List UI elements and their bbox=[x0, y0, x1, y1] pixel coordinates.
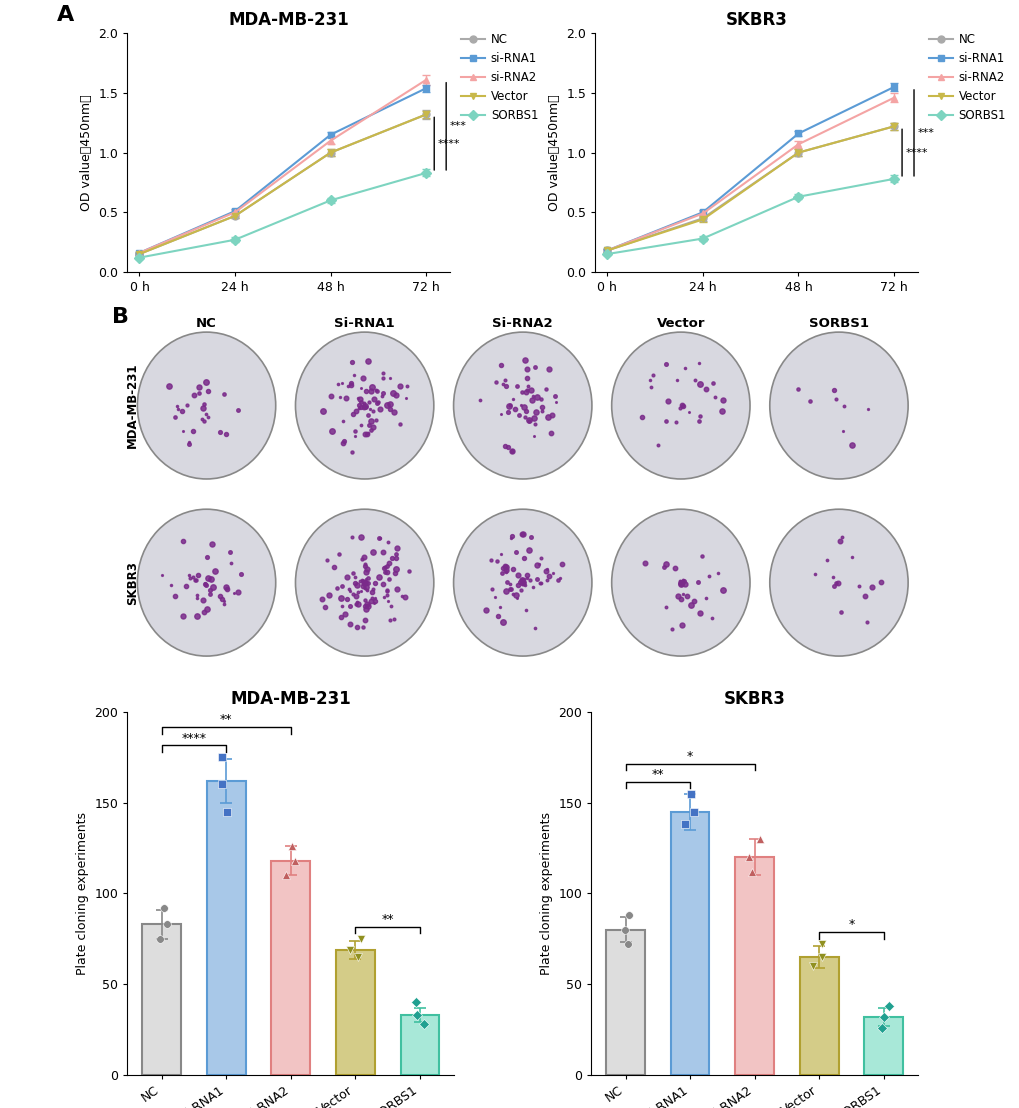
Bar bbox=[335, 950, 374, 1075]
Text: Si-RNA1: Si-RNA1 bbox=[334, 317, 394, 330]
Text: NC: NC bbox=[196, 317, 217, 330]
Text: *: * bbox=[848, 919, 854, 932]
Title: SKBR3: SKBR3 bbox=[726, 11, 787, 29]
Text: Si-RNA2: Si-RNA2 bbox=[492, 317, 552, 330]
Ellipse shape bbox=[138, 510, 275, 656]
Text: SKBR3: SKBR3 bbox=[125, 561, 139, 605]
Legend: NC, si-RNA1, si-RNA2, Vector, SORBS1: NC, si-RNA1, si-RNA2, Vector, SORBS1 bbox=[923, 29, 1010, 126]
Ellipse shape bbox=[769, 510, 907, 656]
Ellipse shape bbox=[296, 332, 433, 479]
Y-axis label: Plate cloning experiments: Plate cloning experiments bbox=[76, 812, 89, 975]
Y-axis label: OD value（450nm）: OD value（450nm） bbox=[79, 94, 93, 211]
Ellipse shape bbox=[611, 510, 749, 656]
Text: ****: **** bbox=[181, 731, 206, 745]
Bar bbox=[671, 812, 709, 1075]
Ellipse shape bbox=[453, 510, 591, 656]
Ellipse shape bbox=[611, 332, 749, 479]
Text: A: A bbox=[56, 4, 73, 24]
Ellipse shape bbox=[296, 510, 433, 656]
Title: MDA-MB-231: MDA-MB-231 bbox=[228, 11, 348, 29]
Legend: NC, si-RNA1, si-RNA2, Vector, SORBS1: NC, si-RNA1, si-RNA2, Vector, SORBS1 bbox=[457, 29, 542, 126]
Text: **: ** bbox=[381, 913, 393, 926]
Y-axis label: Plate cloning experiments: Plate cloning experiments bbox=[539, 812, 552, 975]
Title: SKBR3: SKBR3 bbox=[723, 689, 785, 708]
Bar bbox=[735, 858, 773, 1075]
Ellipse shape bbox=[769, 332, 907, 479]
Bar bbox=[207, 781, 246, 1075]
Ellipse shape bbox=[138, 332, 275, 479]
Title: MDA-MB-231: MDA-MB-231 bbox=[230, 689, 351, 708]
Text: ****: **** bbox=[905, 147, 927, 157]
Bar bbox=[863, 1017, 902, 1075]
Text: SORBS1: SORBS1 bbox=[808, 317, 868, 330]
Bar bbox=[143, 924, 181, 1075]
Bar bbox=[400, 1015, 439, 1075]
Text: ****: **** bbox=[437, 138, 460, 148]
Text: Vector: Vector bbox=[656, 317, 704, 330]
Text: *: * bbox=[687, 750, 693, 762]
Ellipse shape bbox=[453, 332, 591, 479]
Text: **: ** bbox=[220, 714, 232, 727]
Text: ***: *** bbox=[449, 122, 466, 132]
Text: ***: *** bbox=[916, 127, 933, 137]
Text: **: ** bbox=[651, 768, 663, 781]
Bar bbox=[799, 957, 838, 1075]
Bar bbox=[271, 861, 310, 1075]
Bar bbox=[605, 930, 644, 1075]
Y-axis label: OD value（450nm）: OD value（450nm） bbox=[547, 94, 560, 211]
Text: B: B bbox=[112, 307, 128, 327]
Text: MDA-MB-231: MDA-MB-231 bbox=[125, 362, 139, 449]
